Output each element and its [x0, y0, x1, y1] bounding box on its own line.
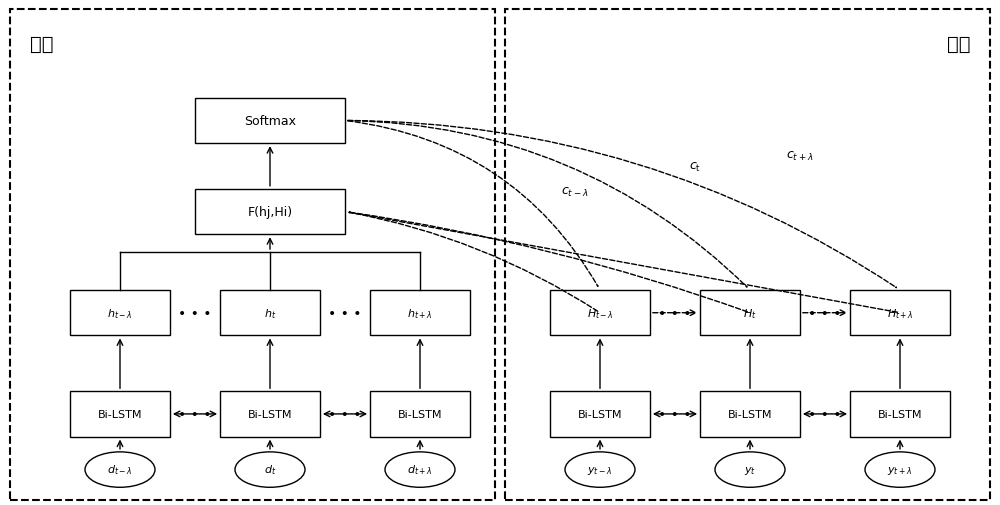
FancyArrowPatch shape: [349, 213, 747, 312]
Text: • • •: • • •: [328, 407, 362, 421]
Text: • • •: • • •: [178, 306, 212, 320]
Text: • • •: • • •: [808, 407, 842, 421]
Circle shape: [385, 452, 455, 487]
Text: 编码: 编码: [30, 35, 54, 55]
Text: $d_t$: $d_t$: [264, 463, 276, 477]
Text: • • •: • • •: [658, 407, 692, 421]
FancyBboxPatch shape: [550, 290, 650, 336]
Text: $y_{t+\lambda}$: $y_{t+\lambda}$: [887, 464, 913, 476]
Text: $d_{t-\lambda}$: $d_{t-\lambda}$: [107, 463, 133, 477]
Circle shape: [85, 452, 155, 487]
Circle shape: [235, 452, 305, 487]
Text: • • •: • • •: [328, 306, 362, 320]
FancyArrowPatch shape: [349, 213, 598, 312]
Text: Bi-LSTM: Bi-LSTM: [398, 409, 442, 419]
FancyBboxPatch shape: [850, 391, 950, 437]
Text: $H_{t-\lambda}$: $H_{t-\lambda}$: [587, 306, 613, 320]
FancyBboxPatch shape: [370, 290, 470, 336]
Circle shape: [565, 452, 635, 487]
Text: • • •: • • •: [658, 306, 692, 320]
Circle shape: [715, 452, 785, 487]
Circle shape: [865, 452, 935, 487]
FancyBboxPatch shape: [195, 189, 345, 235]
Text: F(hj,Hi): F(hj,Hi): [247, 206, 293, 219]
Text: • • •: • • •: [808, 306, 842, 320]
Text: Bi-LSTM: Bi-LSTM: [878, 409, 922, 419]
Text: $H_{t+\lambda}$: $H_{t+\lambda}$: [887, 306, 913, 320]
Text: • • •: • • •: [178, 407, 212, 421]
Text: Bi-LSTM: Bi-LSTM: [728, 409, 772, 419]
Text: Bi-LSTM: Bi-LSTM: [98, 409, 142, 419]
Text: $c_{t-\lambda}$: $c_{t-\lambda}$: [561, 185, 589, 198]
FancyBboxPatch shape: [700, 290, 800, 336]
FancyBboxPatch shape: [370, 391, 470, 437]
Text: $h_{t+\lambda}$: $h_{t+\lambda}$: [407, 306, 433, 320]
Text: 解码: 解码: [946, 35, 970, 55]
FancyBboxPatch shape: [700, 391, 800, 437]
Text: Softmax: Softmax: [244, 115, 296, 128]
Text: $H_t$: $H_t$: [743, 306, 757, 320]
Text: $y_{t-\lambda}$: $y_{t-\lambda}$: [587, 464, 613, 476]
Text: $h_t$: $h_t$: [264, 306, 276, 320]
FancyArrowPatch shape: [348, 122, 598, 287]
FancyBboxPatch shape: [195, 98, 345, 144]
FancyBboxPatch shape: [70, 290, 170, 336]
Text: $d_{t+\lambda}$: $d_{t+\lambda}$: [407, 463, 433, 477]
FancyArrowPatch shape: [348, 121, 896, 288]
Text: $h_{t-\lambda}$: $h_{t-\lambda}$: [107, 306, 133, 320]
Text: $y_t$: $y_t$: [744, 464, 756, 476]
FancyArrowPatch shape: [348, 121, 747, 287]
FancyBboxPatch shape: [220, 391, 320, 437]
Text: Bi-LSTM: Bi-LSTM: [578, 409, 622, 419]
FancyBboxPatch shape: [220, 290, 320, 336]
Text: $c_{\rm t}$: $c_{\rm t}$: [689, 160, 701, 173]
FancyBboxPatch shape: [850, 290, 950, 336]
Text: $c_{t+\lambda}$: $c_{t+\lambda}$: [786, 150, 814, 163]
FancyBboxPatch shape: [550, 391, 650, 437]
FancyBboxPatch shape: [70, 391, 170, 437]
FancyArrowPatch shape: [349, 213, 897, 313]
Text: Bi-LSTM: Bi-LSTM: [248, 409, 292, 419]
